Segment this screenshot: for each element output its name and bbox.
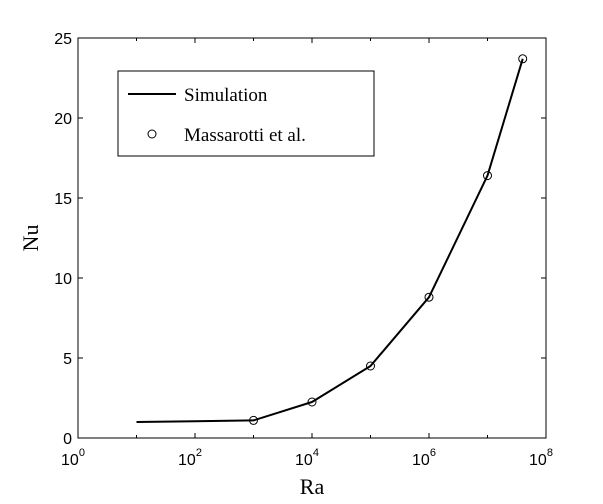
data-point-massarotti [483, 171, 492, 181]
series-line-simulation [136, 58, 524, 423]
legend-label-massarotti: Massarotti et al. [184, 125, 306, 146]
data-point-massarotti [366, 361, 375, 371]
x-tick-label-exp-0: 0 [79, 447, 85, 459]
legend-box [117, 70, 375, 157]
y-tick-label-3: 15 [54, 191, 72, 208]
legend-label-simulation: Simulation [184, 85, 268, 106]
x-tick-label-base-1: 10 [178, 452, 196, 469]
y-tick-label-4: 20 [54, 111, 72, 128]
data-layer [136, 54, 528, 425]
x-tick-label-3: 106 [412, 447, 436, 469]
y-tick-label-0: 0 [63, 431, 72, 448]
x-tick-label-base-2: 10 [295, 452, 313, 469]
y-axis-label: Nu [18, 225, 43, 252]
y-tick-label-1: 5 [63, 351, 72, 368]
x-tick-label-base-3: 10 [412, 452, 430, 469]
legend-marker-massarotti [147, 129, 157, 139]
x-tick-label-base-0: 10 [61, 452, 79, 469]
x-axis-label: Ra [300, 474, 325, 499]
data-point-massarotti [424, 292, 434, 302]
x-tick-label-0: 100 [61, 447, 85, 469]
x-tick-label-exp-1: 2 [196, 447, 202, 459]
x-tick-label-base-4: 10 [529, 452, 547, 469]
x-tick-label-exp-3: 6 [430, 447, 436, 459]
data-point-massarotti [249, 415, 258, 425]
data-point-massarotti [307, 397, 317, 407]
x-tick-label-exp-2: 4 [313, 447, 319, 459]
legend: Simulation Massarotti et al. [117, 70, 375, 157]
x-tick-label-2: 104 [295, 447, 319, 469]
y-tick-label-5: 25 [54, 31, 72, 48]
data-point-massarotti [518, 54, 528, 64]
y-tick-label-2: 10 [54, 271, 72, 288]
x-tick-label-1: 102 [178, 447, 202, 469]
x-tick-label-exp-4: 8 [547, 447, 553, 459]
x-tick-label-4: 108 [529, 447, 553, 469]
